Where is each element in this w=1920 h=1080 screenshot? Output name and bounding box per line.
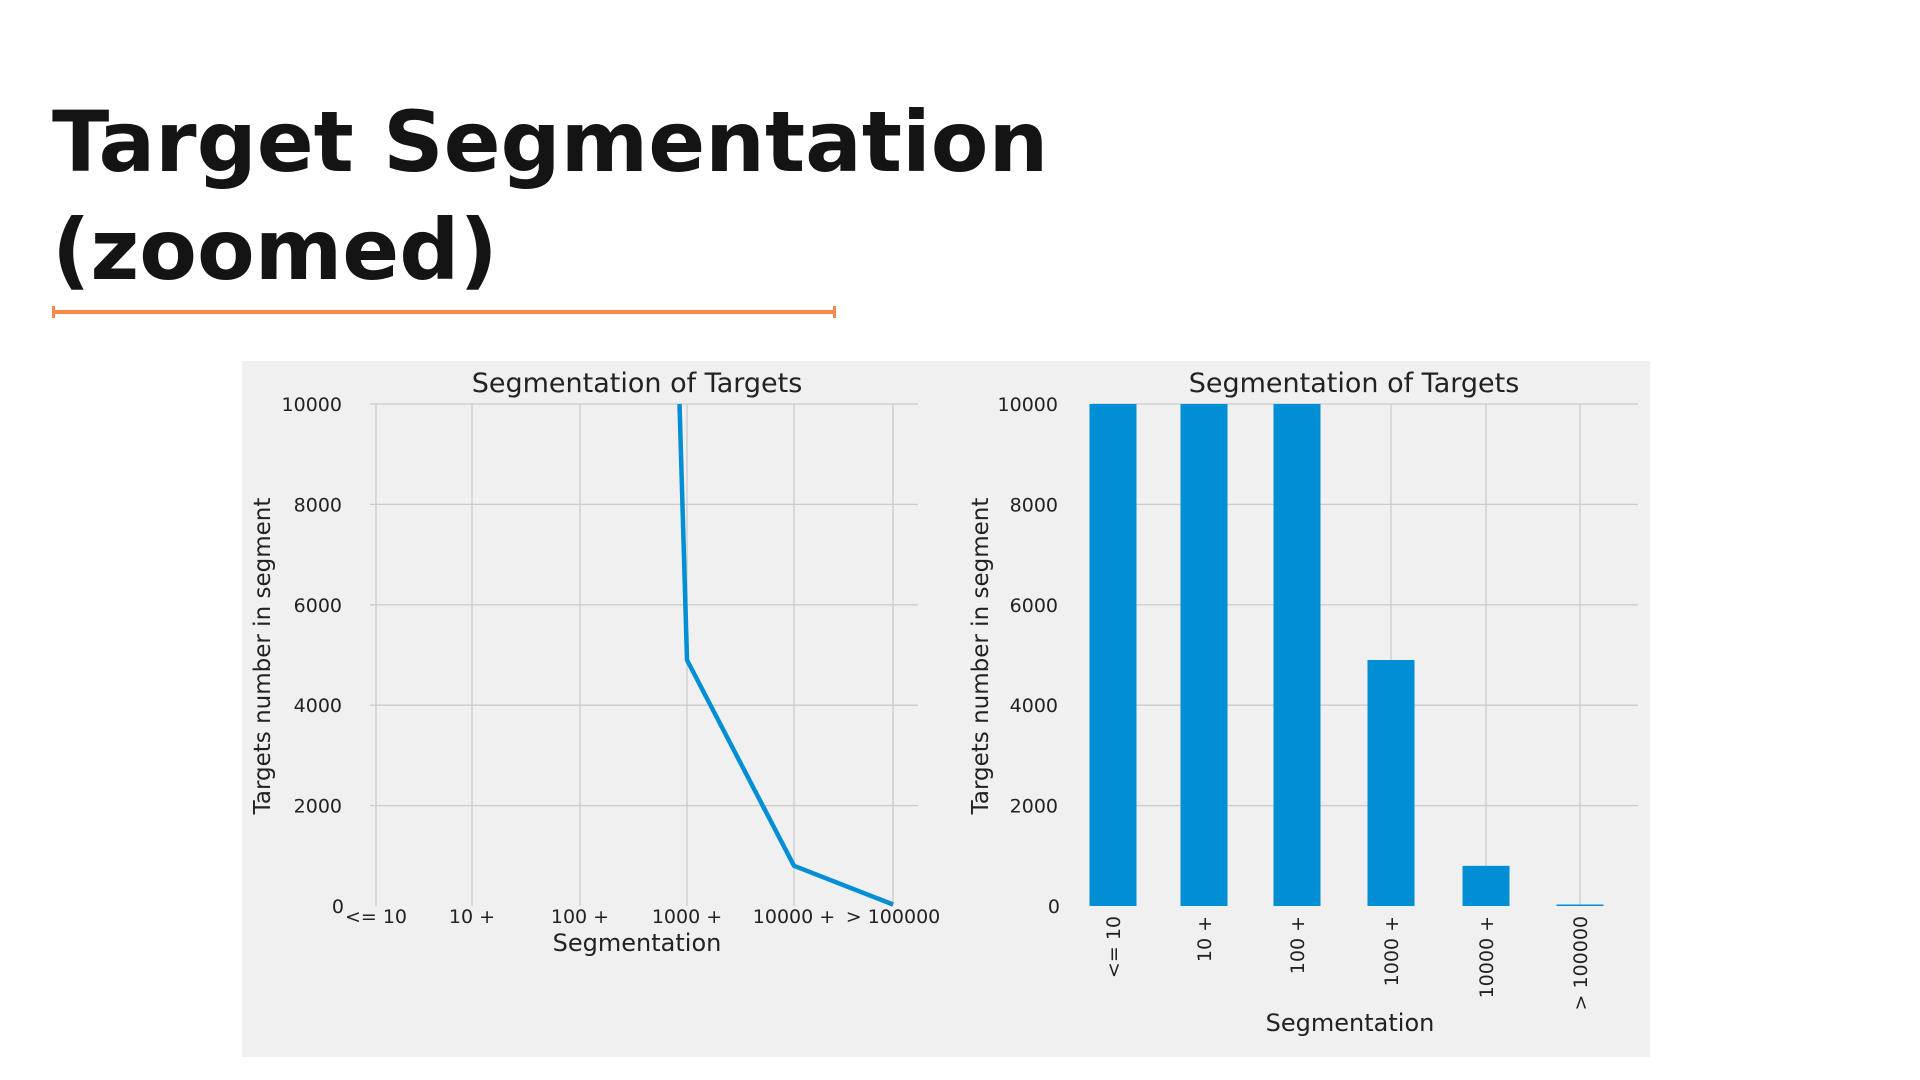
bar-chart-x-ticks: <= 10 10 + 100 + 1000 + 10000 + > 100000 — [1103, 916, 1592, 1011]
bar-chart-y-tick-label: 6000 — [1010, 595, 1058, 617]
line-chart-x-tick-label: > 100000 — [846, 906, 941, 928]
line-chart-y-tick-label: 0 — [332, 896, 344, 918]
bar-5 — [1556, 904, 1604, 906]
bar-chart-y-axis-label: Targets number in segment — [968, 498, 994, 816]
line-chart-title: Segmentation of Targets — [472, 368, 803, 399]
bar-chart-bars — [1089, 404, 1604, 906]
line-chart-y-tick-label: 10000 — [282, 394, 342, 416]
slide-title-line-2: (zoomed) — [52, 201, 498, 299]
line-chart-x-tick-label: 100 + — [551, 906, 609, 928]
bar-chart-x-tick-label: 10 + — [1194, 916, 1216, 962]
bar-chart-x-tick-label: 100 + — [1287, 916, 1309, 974]
bar-4 — [1462, 865, 1510, 906]
line-chart-x-tick-label: <= 10 — [345, 906, 407, 928]
slide-title-line-1: Target Segmentation — [52, 93, 1049, 191]
line-chart-y-tick-label: 6000 — [294, 595, 342, 617]
bar-chart-grid — [1092, 403, 1638, 906]
bar-chart-y-ticks: 0 2000 4000 6000 8000 10000 — [998, 394, 1060, 918]
line-chart-y-tick-label: 8000 — [294, 494, 342, 516]
bar-chart-y-tick-label: 0 — [1048, 896, 1060, 918]
line-chart-y-tick-label: 2000 — [294, 796, 342, 818]
bar-chart: 0 2000 4000 6000 8000 10000 <= 10 10 + 100 + 100… — [968, 368, 1638, 1037]
line-chart-series — [677, 403, 894, 907]
line-chart-x-tick-label: 1000 + — [652, 906, 722, 928]
line-chart-x-ticks: <= 10 10 + 100 + 1000 + 10000 + > 100000 — [345, 906, 940, 928]
bar-2 — [1273, 404, 1321, 906]
line-chart-y-tick-label: 4000 — [294, 695, 342, 717]
line-chart-x-tick-label: 10000 + — [753, 906, 835, 928]
title-underline — [52, 306, 836, 318]
bar-chart-y-tick-label: 10000 — [998, 394, 1058, 416]
bar-chart-title: Segmentation of Targets — [1189, 368, 1520, 399]
bar-chart-x-axis-label: Segmentation — [1266, 1009, 1435, 1037]
line-chart-x-tick-label: 10 + — [449, 906, 495, 928]
chart-figure: 0 2000 4000 6000 8000 10000 <= 10 10 + 100 + 100… — [242, 361, 1650, 1057]
line-chart-x-axis-label: Segmentation — [553, 929, 722, 957]
bar-0 — [1089, 404, 1137, 906]
bar-chart-y-tick-label: 4000 — [1010, 695, 1058, 717]
line-chart-grid — [370, 403, 918, 906]
line-chart-y-axis-label: Targets number in segment — [250, 498, 276, 816]
bar-1 — [1180, 404, 1228, 906]
bar-chart-x-tick-label: <= 10 — [1103, 916, 1125, 978]
bar-chart-x-tick-label: > 100000 — [1570, 916, 1592, 1011]
slide-title: Target Segmentation (zoomed) — [52, 88, 1152, 304]
bar-chart-y-tick-label: 2000 — [1010, 796, 1058, 818]
bar-3 — [1367, 660, 1415, 906]
bar-chart-x-tick-label: 1000 + — [1381, 916, 1403, 986]
line-chart-y-ticks: 0 2000 4000 6000 8000 10000 — [282, 394, 344, 918]
line-chart-series-line — [677, 403, 894, 907]
line-chart: 0 2000 4000 6000 8000 10000 <= 10 10 + 100 + 100… — [250, 368, 940, 957]
bar-chart-y-tick-label: 8000 — [1010, 494, 1058, 516]
bar-chart-x-tick-label: 10000 + — [1476, 916, 1498, 998]
